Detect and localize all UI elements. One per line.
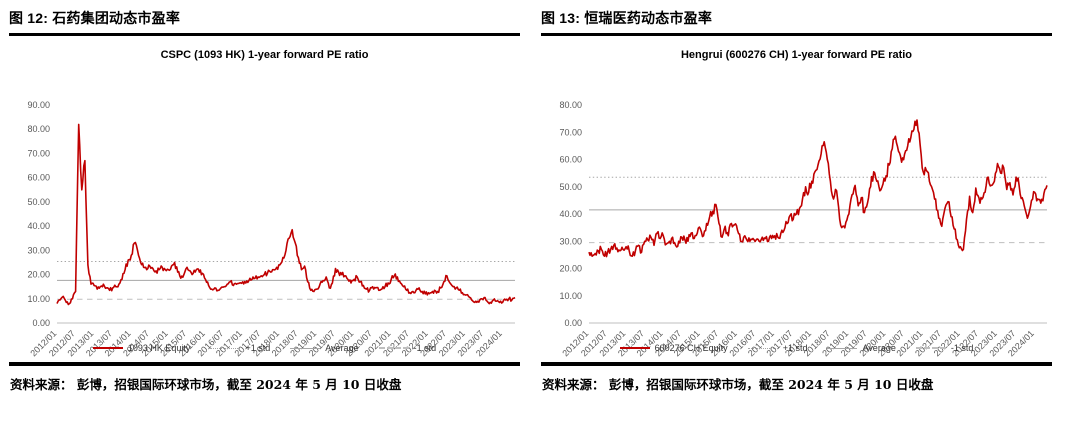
chart-legend: 600276 CH Equity +1 std Average -1 std: [541, 343, 1052, 353]
y-axis-tick-label: 40.00: [559, 209, 582, 219]
legend-item: 600276 CH Equity: [619, 343, 728, 353]
source-note: 资料来源： 彭博，招银国际环球市场，截至 2024 年 5 月 10 日收盘: [10, 377, 402, 392]
chart-legend: 1093 HK Equity +1 std Average -1 std: [9, 343, 520, 353]
y-axis-tick-label: 50.00: [27, 197, 50, 207]
legend-label: +1 std: [782, 343, 808, 353]
legend-line-swatch: [378, 347, 409, 349]
y-axis-tick-label: 0.00: [32, 318, 50, 328]
legend-item: -1 std: [378, 343, 437, 353]
y-axis-tick-label: 10.00: [27, 294, 50, 304]
y-axis-tick-label: 0.00: [564, 318, 582, 328]
y-axis-tick-label: 20.00: [559, 264, 582, 274]
legend-label: Average: [862, 343, 896, 353]
legend-label: -1 std: [950, 343, 974, 353]
legend-item: +1 std: [747, 343, 808, 353]
legend-line-swatch: [290, 347, 321, 349]
legend-label: 1093 HK Equity: [127, 343, 191, 353]
figure-caption: 图 12: 石药集团动态市盈率: [9, 10, 181, 26]
legend-item: Average: [827, 343, 896, 353]
legend-label: 600276 CH Equity: [654, 343, 728, 353]
legend-label: Average: [325, 343, 359, 353]
legend-line-swatch: [827, 347, 858, 349]
y-axis-tick-label: 80.00: [559, 100, 582, 110]
chart-title: Hengrui (600276 CH) 1-year forward PE ra…: [680, 49, 913, 61]
y-axis-tick-label: 70.00: [559, 127, 582, 137]
source-note: 资料来源： 彭博，招银国际环球市场，截至 2024 年 5 月 10 日收盘: [542, 377, 934, 392]
pe-series-line: [56, 123, 516, 306]
pe-line-chart: 0.00 10.00 20.00 30.00 40.00 50.00 60.00 70.00 8…: [27, 100, 516, 358]
y-axis-tick-label: 60.00: [559, 155, 582, 165]
legend-line-swatch: [915, 347, 946, 349]
legend-line-swatch: [92, 347, 123, 349]
legend-line-swatch: [210, 347, 241, 349]
y-axis-tick-label: 30.00: [27, 245, 50, 255]
figure-panel-left: 图 12: 石药集团动态市盈率 CSPC (1093 HK) 1-year fo…: [0, 0, 532, 393]
source-rule: [541, 362, 1052, 366]
y-axis-tick-label: 90.00: [27, 100, 50, 110]
source-rule: [9, 362, 520, 366]
pe-line-chart: 0.00 10.00 20.00 30.00 40.00 50.00 60.00 70.00 8…: [559, 100, 1048, 358]
y-axis-tick-label: 60.00: [27, 173, 50, 183]
caption-rule: [541, 33, 1052, 36]
legend-item: +1 std: [210, 343, 270, 353]
y-axis-tick-label: 30.00: [559, 236, 582, 246]
figure-caption: 图 13: 恒瑞医药动态市盈率: [541, 10, 713, 26]
legend-label: -1 std: [413, 343, 437, 353]
chart-title: CSPC (1093 HK) 1-year forward PE ratio: [160, 49, 369, 61]
figure-panel-right: 图 13: 恒瑞医药动态市盈率 Hengrui (600276 CH) 1-ye…: [532, 0, 1064, 393]
y-axis-tick-label: 20.00: [27, 270, 50, 280]
y-axis-tick-label: 50.00: [559, 182, 582, 192]
legend-item: -1 std: [915, 343, 974, 353]
legend-item: Average: [290, 343, 359, 353]
y-axis-tick-label: 40.00: [27, 221, 50, 231]
legend-item: 1093 HK Equity: [92, 343, 191, 353]
report-figures-row: 图 12: 石药集团动态市盈率 CSPC (1093 HK) 1-year fo…: [0, 0, 1064, 393]
caption-rule: [9, 33, 520, 36]
y-axis-tick-label: 10.00: [559, 291, 582, 301]
legend-label: +1 std: [245, 343, 271, 353]
legend-line-swatch: [747, 347, 778, 349]
pe-series-line: [588, 119, 1048, 258]
y-axis-tick-label: 70.00: [27, 148, 50, 158]
y-axis-tick-label: 80.00: [27, 124, 50, 134]
legend-line-swatch: [619, 347, 650, 349]
